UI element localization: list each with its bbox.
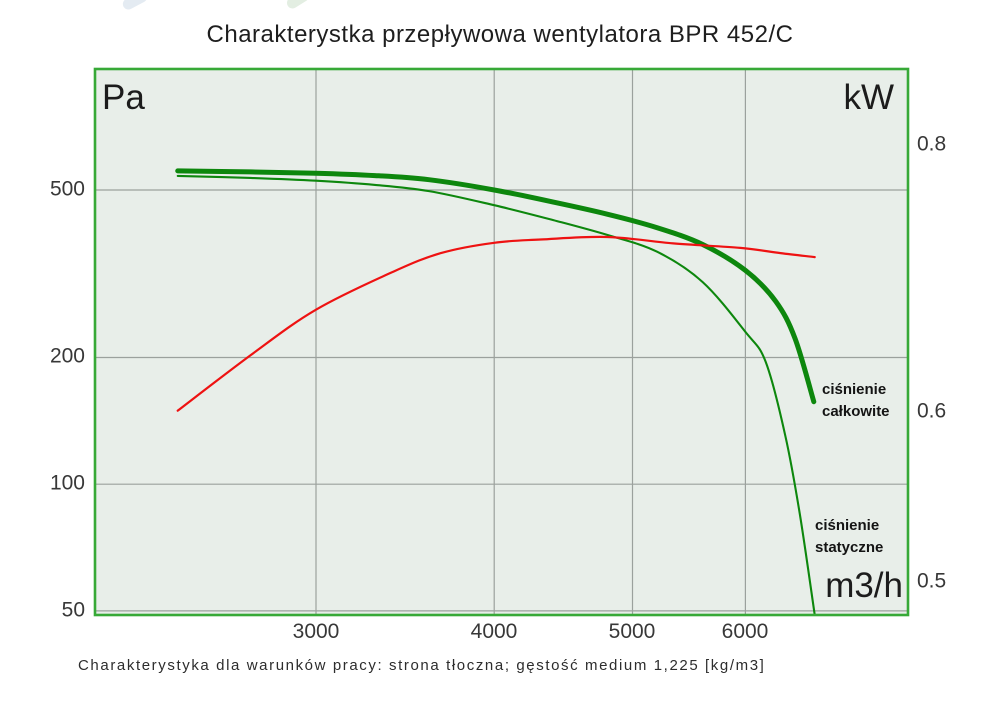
cisnienie-statyczne-curve [176,174,816,615]
static-pressure-annotation-line2: statyczne [815,539,884,556]
y-left-unit-label: Pa [102,78,145,117]
pa-tick-label: 100 [49,471,85,495]
plot-area [95,69,908,615]
pa-tick-label: 500 [49,177,85,201]
pa-tick-label: 50 [61,598,85,622]
static-pressure-annotation: ciśnienie statyczne [815,515,883,559]
chart-footnote: Charakterystyka dla warunków pracy: stro… [78,657,766,674]
x-tick-label: 5000 [608,620,656,643]
kw-tick-label: 0.6 [917,399,947,423]
x-axis-unit-label: m3/h [825,566,903,605]
kw-tick-label: 0.5 [917,569,947,593]
moc-kw-curve [176,235,816,412]
total-pressure-annotation: ciśnienie całkowite [822,379,890,423]
kw-tick-label: 0.8 [917,132,947,156]
total-pressure-annotation-line1: ciśnienie [822,381,887,398]
x-tick-label: 4000 [470,620,518,643]
plot-border [93,67,910,617]
x-tick-label: 3000 [292,620,340,643]
cisnienie-calkowite-curve [175,168,817,405]
y-right-unit-label: kW [843,78,894,117]
total-pressure-annotation-line2: całkowite [822,403,890,420]
static-pressure-annotation-line1: ciśnienie [815,517,880,534]
pa-tick-label: 200 [49,344,85,368]
x-tick-label: 6000 [721,620,769,643]
chart-title: Charakterystka przepływowa wentylatora B… [206,21,794,48]
